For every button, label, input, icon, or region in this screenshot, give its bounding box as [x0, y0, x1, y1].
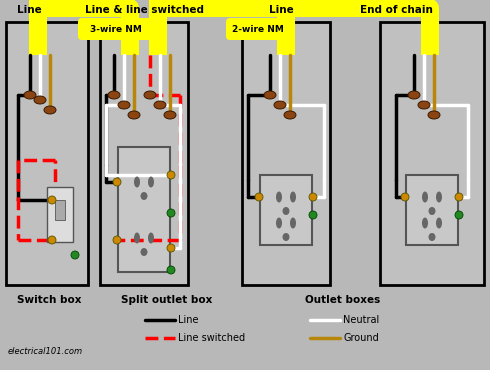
- Text: Split outlet box: Split outlet box: [121, 295, 212, 305]
- Ellipse shape: [264, 91, 276, 99]
- Ellipse shape: [34, 96, 46, 104]
- Bar: [242, 22, 330, 285]
- Ellipse shape: [276, 218, 282, 229]
- Circle shape: [113, 236, 121, 244]
- Bar: [55, 200, 65, 220]
- Circle shape: [309, 211, 317, 219]
- Circle shape: [167, 244, 175, 252]
- Text: Outlet boxes: Outlet boxes: [305, 295, 381, 305]
- Ellipse shape: [436, 218, 442, 229]
- Ellipse shape: [283, 207, 290, 215]
- Ellipse shape: [44, 106, 56, 114]
- Circle shape: [167, 171, 175, 179]
- Text: Line: Line: [178, 315, 198, 325]
- Text: Switch box: Switch box: [17, 295, 81, 305]
- Ellipse shape: [428, 111, 440, 119]
- Circle shape: [167, 266, 175, 274]
- Ellipse shape: [24, 91, 36, 99]
- Circle shape: [255, 193, 263, 201]
- Ellipse shape: [148, 232, 154, 243]
- Ellipse shape: [422, 192, 428, 202]
- Text: 2-wire NM: 2-wire NM: [232, 24, 284, 34]
- Circle shape: [167, 209, 175, 217]
- Ellipse shape: [118, 101, 130, 109]
- Ellipse shape: [418, 101, 430, 109]
- Ellipse shape: [141, 248, 147, 256]
- Text: electrical101.com: electrical101.com: [8, 347, 83, 357]
- Ellipse shape: [148, 176, 154, 188]
- Ellipse shape: [128, 111, 140, 119]
- Bar: [100, 22, 188, 285]
- Text: Ground: Ground: [343, 333, 379, 343]
- Text: Line switched: Line switched: [178, 333, 245, 343]
- Bar: [260, 175, 312, 245]
- Bar: [47, 187, 73, 242]
- Ellipse shape: [108, 91, 120, 99]
- Circle shape: [48, 196, 56, 204]
- Ellipse shape: [290, 218, 296, 229]
- Circle shape: [113, 178, 121, 186]
- Ellipse shape: [144, 91, 156, 99]
- Ellipse shape: [428, 207, 436, 215]
- Text: End of chain: End of chain: [361, 5, 433, 15]
- Ellipse shape: [274, 101, 286, 109]
- Ellipse shape: [164, 111, 176, 119]
- Ellipse shape: [422, 218, 428, 229]
- Ellipse shape: [428, 233, 436, 241]
- Ellipse shape: [141, 192, 147, 200]
- Circle shape: [309, 193, 317, 201]
- Ellipse shape: [436, 192, 442, 202]
- Ellipse shape: [276, 192, 282, 202]
- FancyBboxPatch shape: [78, 18, 154, 40]
- Circle shape: [71, 251, 79, 259]
- Bar: [6, 22, 88, 285]
- FancyBboxPatch shape: [226, 18, 290, 40]
- Circle shape: [455, 193, 463, 201]
- Circle shape: [401, 193, 409, 201]
- Circle shape: [455, 211, 463, 219]
- Ellipse shape: [290, 192, 296, 202]
- Text: Line: Line: [17, 5, 42, 15]
- Text: Line & line switched: Line & line switched: [85, 5, 204, 15]
- Text: Line: Line: [270, 5, 294, 15]
- Ellipse shape: [284, 111, 296, 119]
- Ellipse shape: [283, 233, 290, 241]
- Circle shape: [48, 236, 56, 244]
- Text: 3-wire NM: 3-wire NM: [90, 24, 142, 34]
- Ellipse shape: [154, 101, 166, 109]
- Bar: [380, 22, 484, 285]
- Ellipse shape: [408, 91, 420, 99]
- Bar: [118, 147, 170, 272]
- Text: Neutral: Neutral: [343, 315, 379, 325]
- Ellipse shape: [134, 232, 140, 243]
- Bar: [406, 175, 458, 245]
- Ellipse shape: [134, 176, 140, 188]
